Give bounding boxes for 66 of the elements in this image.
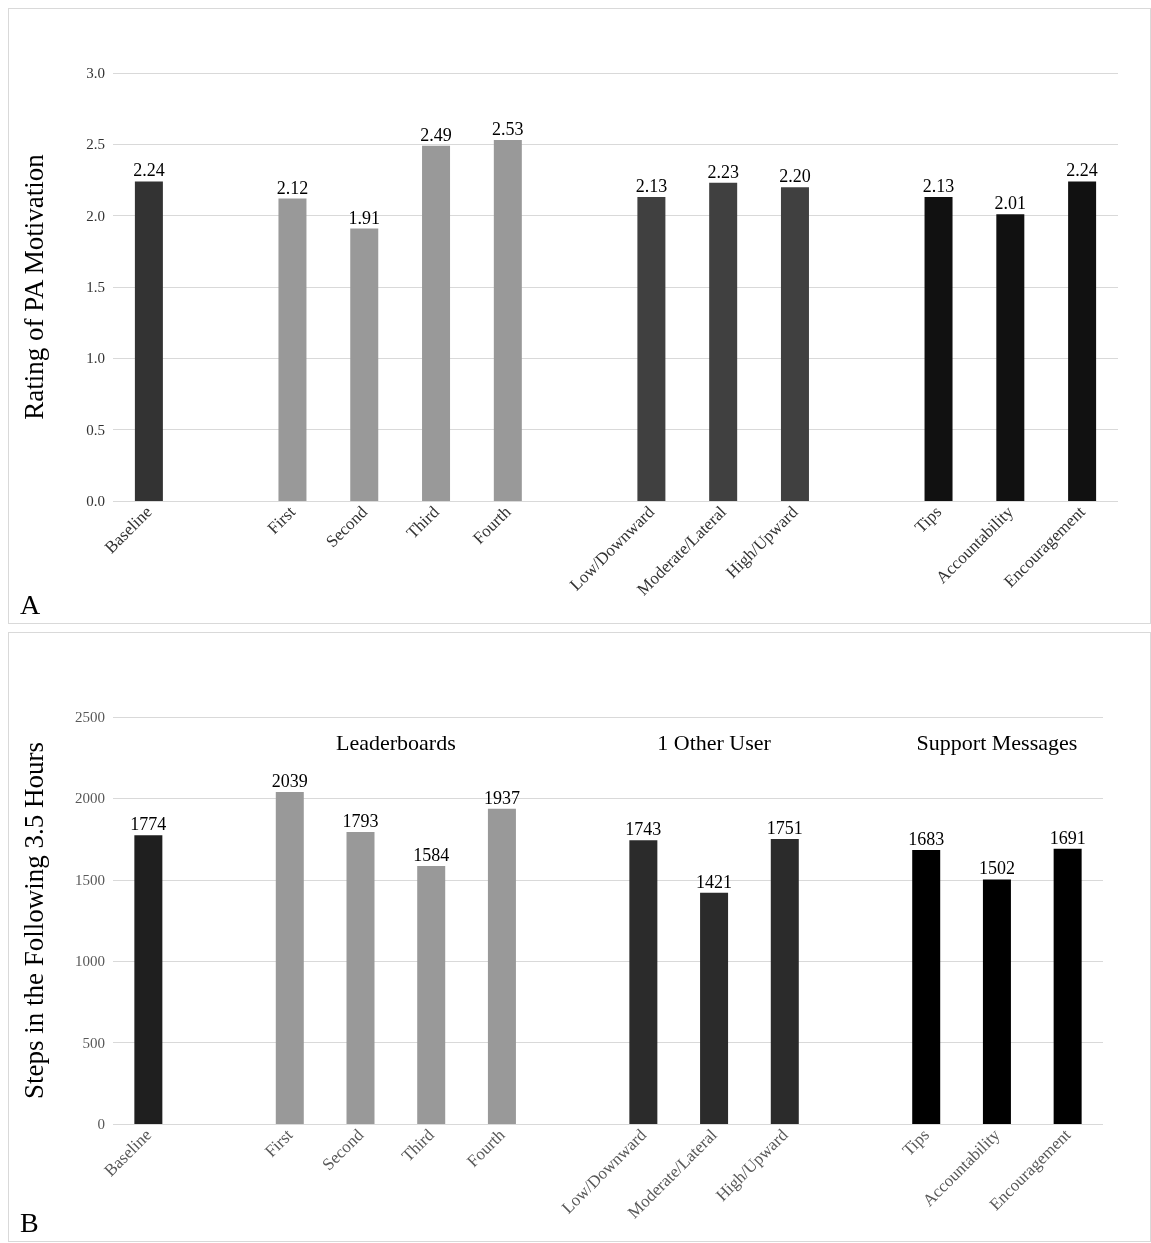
bar — [346, 832, 375, 1124]
bar — [134, 835, 163, 1124]
bar — [637, 197, 666, 501]
y-tick-label: 500 — [82, 1034, 105, 1051]
y-axis-title: Rating of PA Motivation — [18, 153, 49, 420]
data-label: 2.13 — [922, 176, 955, 197]
x-tick-label: First — [263, 502, 300, 538]
bar — [982, 879, 1011, 1124]
bar — [924, 197, 953, 501]
y-axis-title: Steps in the Following 3.5 Hours — [18, 741, 49, 1100]
y-tick-label: 2.5 — [86, 136, 105, 153]
data-label: 2.01 — [994, 193, 1027, 214]
y-tick-label: 1000 — [75, 953, 105, 970]
data-label: 2.20 — [779, 166, 811, 187]
data-label: 2.23 — [707, 161, 739, 182]
y-tick-label: 1.0 — [86, 350, 105, 367]
data-label: 1.91 — [348, 207, 380, 228]
data-label: 1793 — [342, 811, 379, 832]
bar — [417, 866, 446, 1124]
data-label: 1421 — [696, 871, 733, 892]
data-label: 1743 — [625, 819, 662, 840]
bar — [780, 187, 809, 501]
data-label: 1502 — [978, 858, 1015, 879]
text: B — [20, 1206, 39, 1238]
bar — [422, 145, 451, 501]
data-label: 2.49 — [420, 124, 452, 145]
y-tick-label: 1500 — [75, 871, 105, 888]
data-label: 1937 — [483, 787, 520, 808]
data-label: 1774 — [130, 814, 167, 835]
y-tick-label: 0.0 — [86, 493, 105, 509]
annotation: 1 Other User — [657, 729, 772, 755]
bar — [629, 840, 658, 1124]
bar — [278, 198, 307, 501]
y-tick-label: 2500 — [75, 709, 105, 725]
data-label: 2.53 — [492, 119, 524, 140]
y-tick-label: 2.0 — [86, 207, 105, 224]
bar — [1068, 181, 1097, 501]
data-label: 1683 — [908, 829, 945, 850]
bar — [912, 850, 941, 1124]
bar — [350, 228, 379, 501]
bar — [709, 182, 738, 501]
bar — [1053, 848, 1082, 1124]
data-label: 2039 — [271, 771, 308, 792]
x-tick-label: First — [261, 1125, 297, 1161]
data-label: 1584 — [413, 845, 450, 866]
bar — [487, 808, 516, 1124]
y-tick-label: 1.5 — [86, 279, 105, 295]
bar — [770, 838, 799, 1124]
y-tick-label: 0.5 — [86, 421, 105, 438]
bar — [700, 892, 729, 1124]
annotation: Support Messages — [916, 729, 1078, 755]
data-label: 2.13 — [635, 176, 668, 197]
bar — [493, 140, 522, 501]
data-label: 2.12 — [276, 177, 309, 198]
data-label: 1751 — [766, 817, 803, 838]
data-label: 2.24 — [1066, 160, 1098, 181]
bar — [134, 181, 163, 501]
y-tick-label: 3.0 — [86, 65, 105, 81]
text: A — [20, 588, 41, 620]
bar — [996, 214, 1025, 501]
annotation: Leaderboards — [336, 729, 456, 755]
y-tick-label: 2000 — [75, 790, 105, 807]
y-tick-label: 0 — [97, 1116, 105, 1132]
data-label: 2.24 — [133, 160, 165, 181]
bar — [275, 792, 304, 1124]
data-label: 1691 — [1049, 827, 1086, 848]
